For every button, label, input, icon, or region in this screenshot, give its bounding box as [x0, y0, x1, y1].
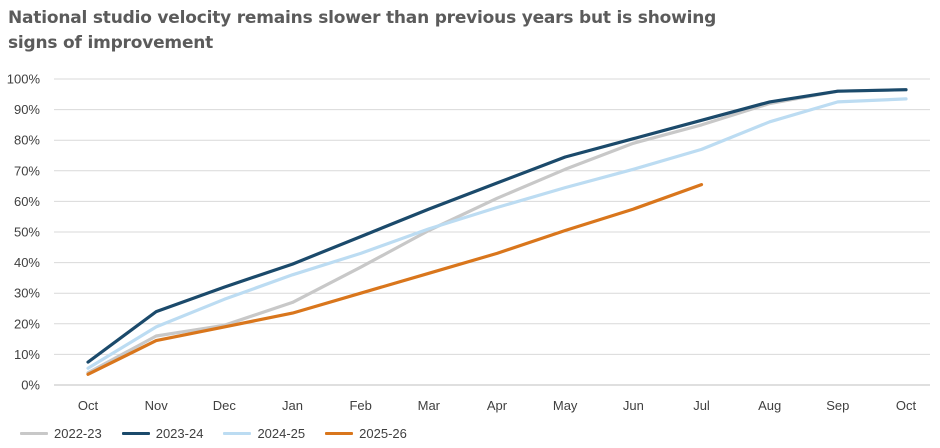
legend-label: 2023-24: [155, 426, 204, 441]
x-tick-label: Dec: [213, 398, 237, 413]
legend-label: 2024-25: [257, 426, 306, 441]
series-line-2024-25: [86, 97, 908, 370]
legend: 2022-23 2023-24 2024-25 2025-26: [20, 426, 407, 441]
legend-item: 2022-23: [20, 426, 102, 441]
x-tick-label: May: [553, 398, 578, 413]
x-tick-label: Oct: [78, 398, 99, 413]
legend-swatch: [325, 432, 354, 435]
series-lines: [86, 88, 908, 376]
legend-swatch: [223, 432, 252, 435]
legend-item: 2024-25: [223, 426, 305, 441]
x-tick-label: Jul: [693, 398, 710, 413]
y-tick-label: 40%: [14, 255, 40, 270]
y-tick-label: 10%: [14, 347, 40, 362]
y-tick-label: 80%: [14, 133, 40, 148]
y-tick-label: 100%: [7, 72, 41, 87]
legend-item: 2023-24: [121, 426, 204, 441]
x-tick-label: Apr: [487, 398, 508, 413]
series-line-2025-26: [86, 183, 704, 376]
y-tick-label: 20%: [14, 316, 40, 331]
chart-title: National studio velocity remains slower …: [8, 8, 717, 53]
x-tick-label: Feb: [349, 398, 371, 413]
x-tick-label: Sep: [826, 398, 849, 413]
x-tick-label: Nov: [145, 398, 169, 413]
x-tick-label: Oct: [896, 398, 917, 413]
gridlines: [54, 78, 930, 386]
y-tick-label: 50%: [14, 225, 40, 240]
x-axis: Oct Nov Dec Jan Feb Mar Apr May Jun Jul Aug Sep Oct: [78, 398, 917, 413]
legend-item: 2025-26: [325, 426, 407, 441]
x-tick-label: Mar: [418, 398, 441, 413]
y-tick-label: 60%: [14, 194, 40, 209]
y-tick-label: 90%: [14, 102, 40, 117]
legend-swatch: [121, 432, 150, 435]
y-tick-label: 30%: [14, 286, 40, 301]
x-tick-label: Jan: [282, 398, 303, 413]
x-tick-label: Aug: [758, 398, 781, 413]
y-tick-label: 70%: [14, 163, 40, 178]
legend-label: 2025-26: [359, 426, 407, 441]
legend-swatch: [20, 432, 48, 435]
y-axis: 0% 10% 20% 30% 40% 50% 60% 70% 80% 90% 100%: [7, 72, 41, 393]
legend-label: 2022-23: [54, 426, 102, 441]
x-tick-label: Jun: [623, 398, 644, 413]
y-tick-label: 0%: [21, 378, 40, 393]
series-line-2023-24: [86, 88, 908, 364]
